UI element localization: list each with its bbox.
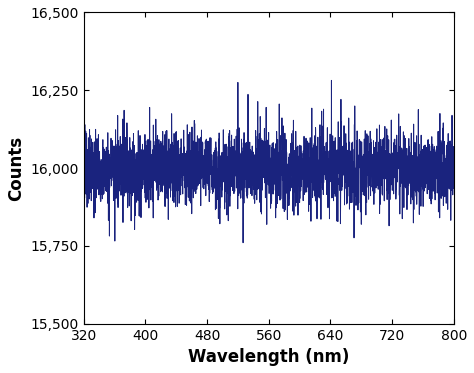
X-axis label: Wavelength (nm): Wavelength (nm) [188, 348, 349, 366]
Y-axis label: Counts: Counts [7, 135, 25, 201]
